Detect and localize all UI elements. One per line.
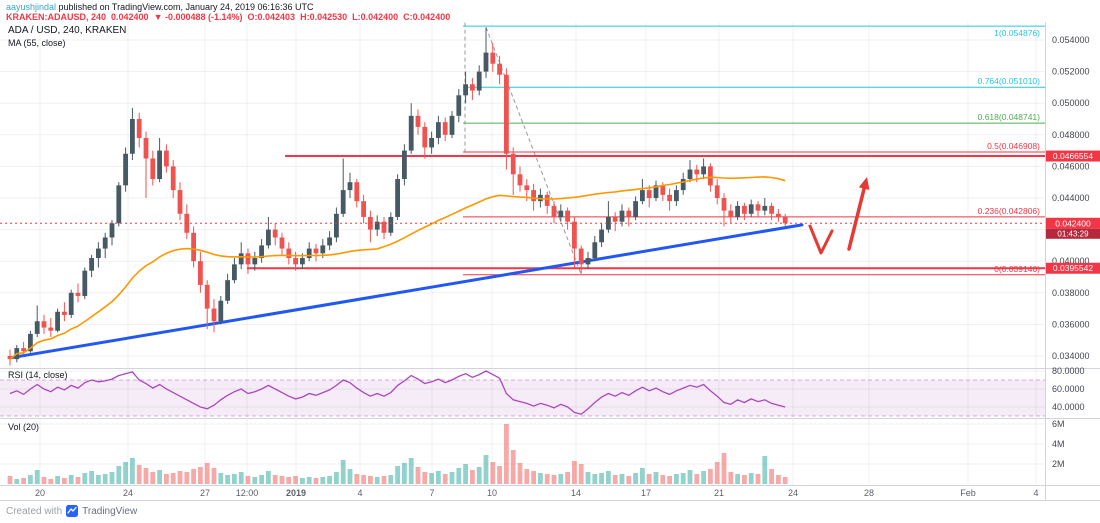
symbol-name[interactable]: KRAKEN:ADAUSD, 240 — [6, 12, 107, 22]
rsi-indicator-legend[interactable]: RSI (14, close) — [8, 370, 68, 380]
price-tick-label: 0.044000 — [1052, 193, 1090, 203]
time-tick-label: 14 — [571, 488, 581, 498]
price-axis-badge — [1046, 262, 1100, 274]
symbol-ohlc-line: KRAKEN:ADAUSD, 240 0.042400 ▼ -0.000488 (-… — [6, 12, 455, 22]
time-tick-label: 4 — [357, 488, 362, 498]
time-tick-label: Feb — [960, 488, 976, 498]
price-axis[interactable]: 0.054000 0.052000 0.050000 0.048000 0.046000… — [1046, 35, 1100, 469]
author-link[interactable]: aayushjindal — [6, 2, 57, 12]
time-axis[interactable]: 20 24 27 12:00 2019 4 7 10 14 17 21 24 28 Feb 4 — [35, 488, 1039, 498]
rsi-band — [0, 379, 1046, 417]
ma-indicator-legend[interactable]: MA (55, close) — [8, 38, 66, 48]
volume-tick-label: 2M — [1052, 459, 1065, 469]
grid-lines — [0, 22, 1046, 486]
watermark-text: Created with — [6, 505, 63, 517]
volume-bars — [7, 424, 788, 484]
fib-level-label: 0.618(0.048741) — [978, 112, 1041, 122]
volume-tick-label: 6M — [1052, 419, 1065, 429]
fib-retracement[interactable]: 1(0.054876) 0.764(0.051010) 0.618(0.048741… — [463, 25, 1046, 276]
price-tick-label: 0.046000 — [1052, 161, 1090, 171]
fib-level-label: 0.764(0.051010) — [978, 76, 1041, 86]
fib-level-label: 1(0.054876) — [994, 28, 1040, 38]
price-axis-badge — [1046, 217, 1100, 229]
watermark: Created with TradingView — [6, 505, 137, 517]
up-arrow-shaft[interactable] — [847, 181, 868, 251]
price-tick-label: 0.054000 — [1052, 35, 1090, 45]
time-tick-label: 4 — [1033, 488, 1038, 498]
rsi-tick-label: 80.0000 — [1052, 366, 1085, 376]
price-tick-label: 0.052000 — [1052, 67, 1090, 77]
price-axis-badge-text: 0.042400 — [1055, 218, 1091, 228]
candles-group — [7, 27, 788, 366]
rsi-tick-label: 60.0000 — [1052, 384, 1085, 394]
ma-55-line[interactable] — [9, 176, 786, 360]
time-tick-label: 2019 — [286, 488, 306, 498]
price-tick-label: 0.050000 — [1052, 98, 1090, 108]
time-tick-label: 28 — [864, 488, 874, 498]
price-tick-label: 0.048000 — [1052, 130, 1090, 140]
rsi-line — [9, 370, 786, 415]
price-axis-badge-text: 0.0466554 — [1053, 151, 1093, 161]
ohlc-low: L:0.042400 — [352, 12, 399, 22]
ohlc-open: O:0.042403 — [247, 12, 296, 22]
volume-indicator-legend[interactable]: Vol (20) — [8, 422, 40, 432]
pane-separators — [0, 22, 1100, 501]
fib-level-label: 0.5(0.046908) — [987, 141, 1040, 151]
watermark-brand[interactable]: TradingView — [82, 505, 138, 517]
ascending-trendline[interactable] — [10, 223, 804, 360]
up-arrow-head[interactable] — [858, 177, 870, 190]
fib-anchor-dashed-lines[interactable] — [464, 22, 582, 275]
price-tick-label: 0.034000 — [1052, 351, 1090, 361]
horizontal-rays[interactable] — [247, 155, 1046, 270]
time-tick-label: 20 — [35, 488, 45, 498]
fib-level-label: 0.236(0.042806) — [978, 206, 1041, 216]
price-tick-label: 0.038000 — [1052, 288, 1090, 298]
time-tick-label: 21 — [714, 488, 724, 498]
time-tick-label: 24 — [788, 488, 798, 498]
price-tick-label: 0.036000 — [1052, 319, 1090, 329]
price-axis-badge — [1046, 150, 1100, 162]
time-tick-label: 7 — [429, 488, 434, 498]
countdown-badge — [1046, 228, 1100, 239]
volume-tick-label: 4M — [1052, 439, 1065, 449]
time-tick-label: 24 — [123, 488, 133, 498]
publish-byline: aayushjindal published on TradingView.co… — [6, 2, 314, 12]
countdown-text: 01:43:29 — [1057, 229, 1089, 238]
time-tick-label: 12:00 — [236, 488, 259, 498]
ohlc-high: H:0.042530 — [300, 12, 348, 22]
main-pane-legend[interactable]: ADA / USD, 240, KRAKEN — [8, 25, 127, 36]
byline-text: published on TradingView.com, January 24… — [56, 2, 314, 12]
time-tick-label: 27 — [200, 488, 210, 498]
drawn-annotations[interactable] — [808, 177, 870, 255]
ohlc-close: C:0.042400 — [403, 12, 451, 22]
price-change: ▼ -0.000488 (-1.14%) — [153, 12, 243, 22]
time-tick-label: 17 — [641, 488, 651, 498]
last-price: 0.042400 — [111, 12, 149, 22]
price-tick-label: 0.040000 — [1052, 256, 1090, 266]
rsi-tick-label: 40.0000 — [1052, 402, 1085, 412]
zigzag-mark[interactable] — [808, 224, 834, 255]
tradingview-logo-icon — [66, 505, 79, 517]
price-axis-badge-text: 0.0395542 — [1053, 263, 1093, 273]
time-tick-label: 10 — [487, 488, 497, 498]
